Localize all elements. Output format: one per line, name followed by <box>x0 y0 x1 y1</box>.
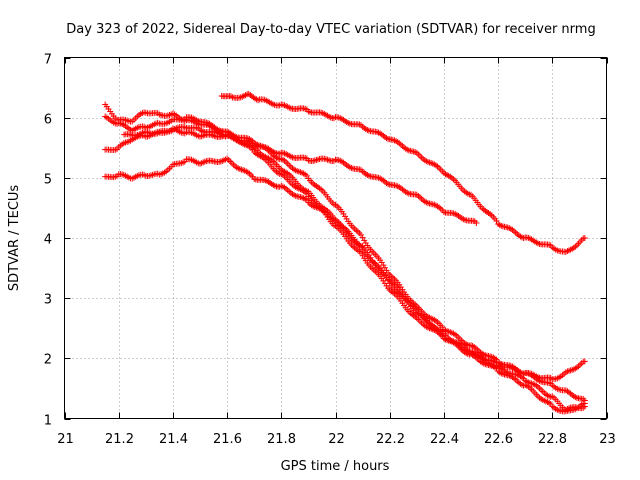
data-point <box>388 273 395 280</box>
data-point <box>330 115 337 122</box>
data-point <box>369 265 376 272</box>
data-point <box>225 156 232 163</box>
y-tick-label: 2 <box>44 353 52 368</box>
data-point <box>536 385 543 392</box>
series-track-3 <box>102 155 588 383</box>
data-point <box>431 201 438 208</box>
data-point <box>514 378 521 385</box>
data-point <box>353 227 360 234</box>
y-axis-label: SDTVAR / TECUs <box>7 185 22 292</box>
data-point <box>255 97 262 104</box>
x-tick-label: 21.4 <box>159 432 188 447</box>
data-point <box>313 157 320 164</box>
x-tick-label: 22 <box>328 432 345 447</box>
data-point <box>198 127 205 134</box>
data-point <box>547 374 554 381</box>
x-tick-label: 21.8 <box>267 432 296 447</box>
x-tick-label: 22.6 <box>484 432 513 447</box>
data-point <box>358 250 365 257</box>
data-point <box>358 166 365 173</box>
x-tick-label: 21 <box>57 432 74 447</box>
data-point <box>227 93 234 100</box>
series-track-1 <box>218 90 588 255</box>
y-tick-label: 1 <box>44 414 52 429</box>
data-series <box>102 90 588 415</box>
data-point <box>262 177 269 184</box>
data-point <box>322 156 329 163</box>
data-point <box>413 191 420 198</box>
data-point <box>581 358 588 365</box>
data-point <box>354 228 361 235</box>
data-point <box>361 237 368 244</box>
data-point <box>198 133 205 140</box>
data-point <box>418 154 425 161</box>
y-tick-label: 4 <box>44 233 52 248</box>
y-axis-ticks: 1 2 3 4 5 6 7 <box>44 53 607 429</box>
y-tick-label: 7 <box>44 53 52 68</box>
x-axis-label: GPS time / hours <box>281 459 390 474</box>
y-tick-label: 3 <box>44 293 52 308</box>
x-tick-label: 21.2 <box>105 432 134 447</box>
series-track-6 <box>121 123 588 413</box>
data-point <box>359 234 366 241</box>
series-track-4 <box>102 101 588 404</box>
x-tick-label: 22.2 <box>376 432 405 447</box>
data-point <box>351 225 358 232</box>
x-tick-label: 22.4 <box>430 432 459 447</box>
x-tick-label: 23 <box>599 432 616 447</box>
data-point <box>525 370 532 377</box>
y-tick-label: 5 <box>44 173 52 188</box>
data-point <box>416 194 423 201</box>
x-tick-label: 21.6 <box>213 432 242 447</box>
data-point <box>512 229 519 236</box>
data-point <box>399 143 406 150</box>
data-point <box>436 165 443 172</box>
data-point <box>230 161 237 168</box>
data-point <box>493 217 500 224</box>
data-point <box>330 157 337 164</box>
data-point <box>385 276 392 283</box>
y-tick-label: 6 <box>44 113 52 128</box>
data-point <box>324 156 331 163</box>
x-tick-label: 22.8 <box>538 432 567 447</box>
data-point <box>248 172 255 179</box>
data-point <box>581 235 588 241</box>
chart-title: Day 323 of 2022, Sidereal Day-to-day VTE… <box>66 22 595 37</box>
data-point <box>286 188 293 195</box>
data-point <box>311 157 318 164</box>
data-point <box>577 361 584 368</box>
data-point <box>581 403 588 410</box>
x-axis-ticks: 21 21.2 21.4 21.6 21.8 22 22.2 22.4 22.6 22.8 23 <box>57 57 616 447</box>
data-point <box>473 219 480 226</box>
